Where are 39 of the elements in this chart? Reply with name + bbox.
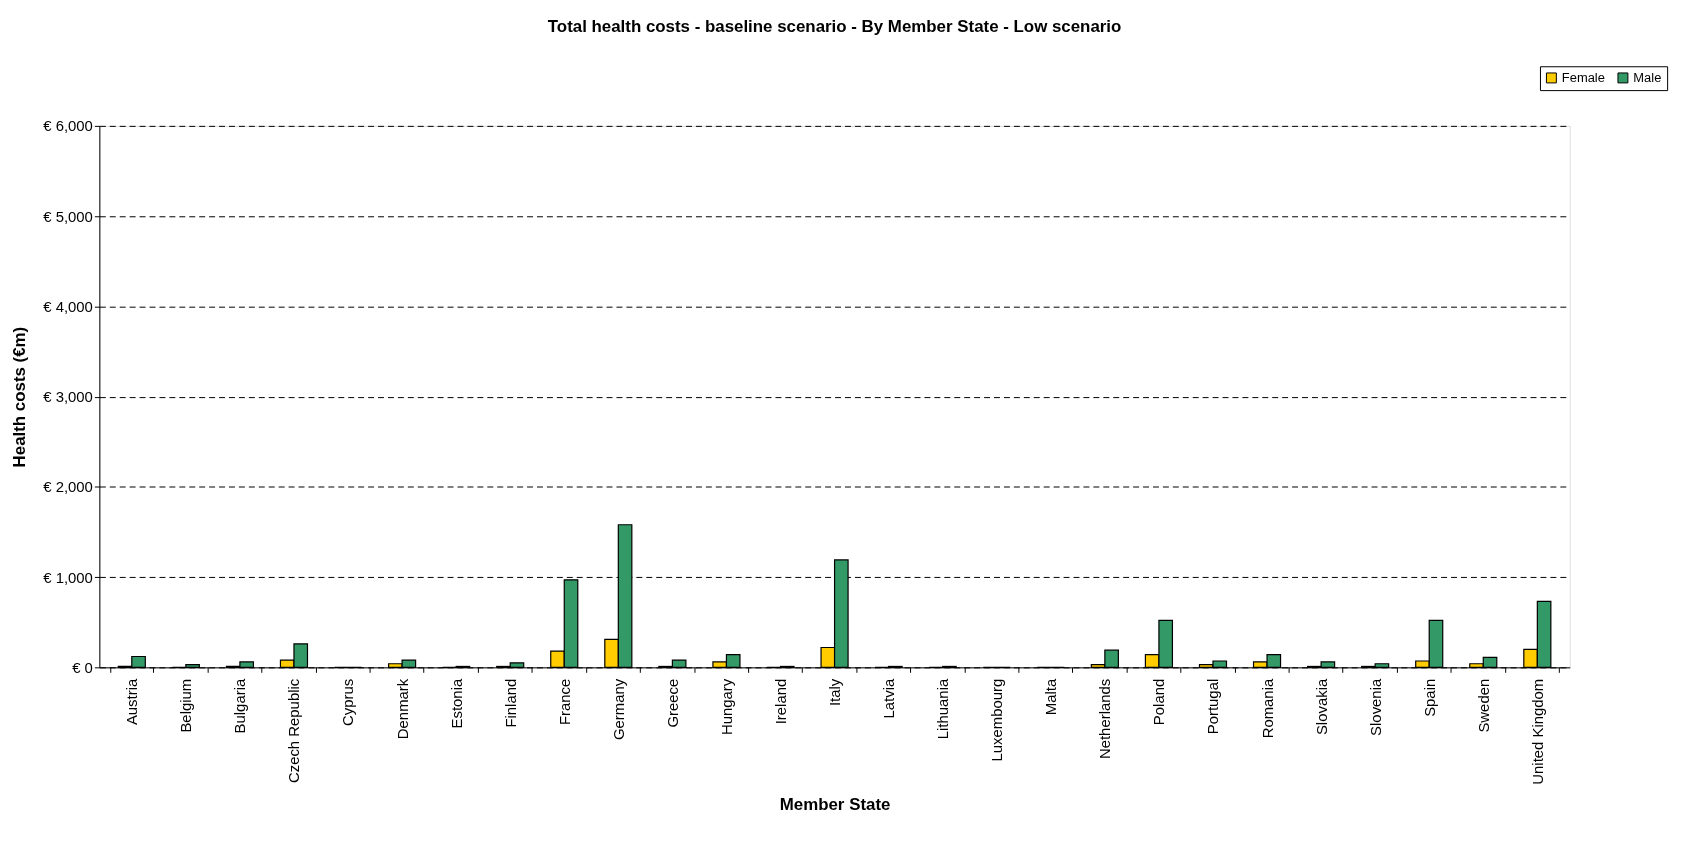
x-tick-label: Finland bbox=[502, 678, 519, 728]
x-tick-label: Spain bbox=[1421, 678, 1438, 717]
x-tick-label: Lithuania bbox=[935, 678, 952, 740]
x-tick-label: Netherlands bbox=[1097, 678, 1114, 760]
legend-label: Female bbox=[1561, 69, 1605, 85]
x-tick-label: Germany bbox=[610, 678, 627, 741]
x-tick-label: Latvia bbox=[881, 678, 898, 719]
x-tick-label: Hungary bbox=[718, 678, 735, 736]
x-tick-label: Cyprus bbox=[340, 678, 357, 726]
x-tick-label: Luxembourg bbox=[989, 678, 1006, 762]
x-tick-label: France bbox=[556, 678, 573, 726]
y-tick-label: € 2,000 bbox=[43, 479, 93, 496]
x-tick-label: Slovakia bbox=[1313, 678, 1330, 736]
x-tick-label: Austria bbox=[124, 678, 141, 726]
x-tick-label: Poland bbox=[1151, 678, 1168, 726]
y-tick-label: € 4,000 bbox=[43, 298, 93, 315]
y-tick-label: € 0 bbox=[72, 659, 93, 676]
y-tick-label: € 1,000 bbox=[43, 569, 93, 586]
x-tick-label: Malta bbox=[1043, 678, 1060, 716]
x-tick-label: Italy bbox=[827, 678, 844, 707]
x-tick-label: Romania bbox=[1259, 678, 1276, 739]
x-tick-label: Slovenia bbox=[1367, 678, 1384, 736]
x-tick-label: Denmark bbox=[394, 678, 411, 740]
x-tick-label: Estonia bbox=[448, 678, 465, 729]
x-tick-label: Belgium bbox=[178, 678, 195, 733]
x-tick-label: United Kingdom bbox=[1529, 678, 1546, 785]
x-tick-label: Bulgaria bbox=[232, 678, 249, 734]
x-tick-label: Greece bbox=[664, 678, 681, 728]
chart-title: Total health costs - baseline scenario - By Member State - Low scenario bbox=[547, 16, 1122, 36]
x-tick-label: Portugal bbox=[1205, 678, 1222, 735]
y-tick-label: € 5,000 bbox=[43, 208, 93, 225]
y-axis-title: Health costs (€m) bbox=[10, 326, 30, 468]
x-tick-label: Sweden bbox=[1475, 678, 1492, 733]
x-tick-label: Czech Republic bbox=[286, 678, 303, 784]
legend-label: Male bbox=[1633, 69, 1662, 85]
x-tick-label: Ireland bbox=[772, 678, 789, 725]
y-tick-label: € 6,000 bbox=[43, 118, 93, 135]
y-tick-label: € 3,000 bbox=[43, 389, 93, 406]
x-axis-title: Member State bbox=[779, 794, 891, 814]
